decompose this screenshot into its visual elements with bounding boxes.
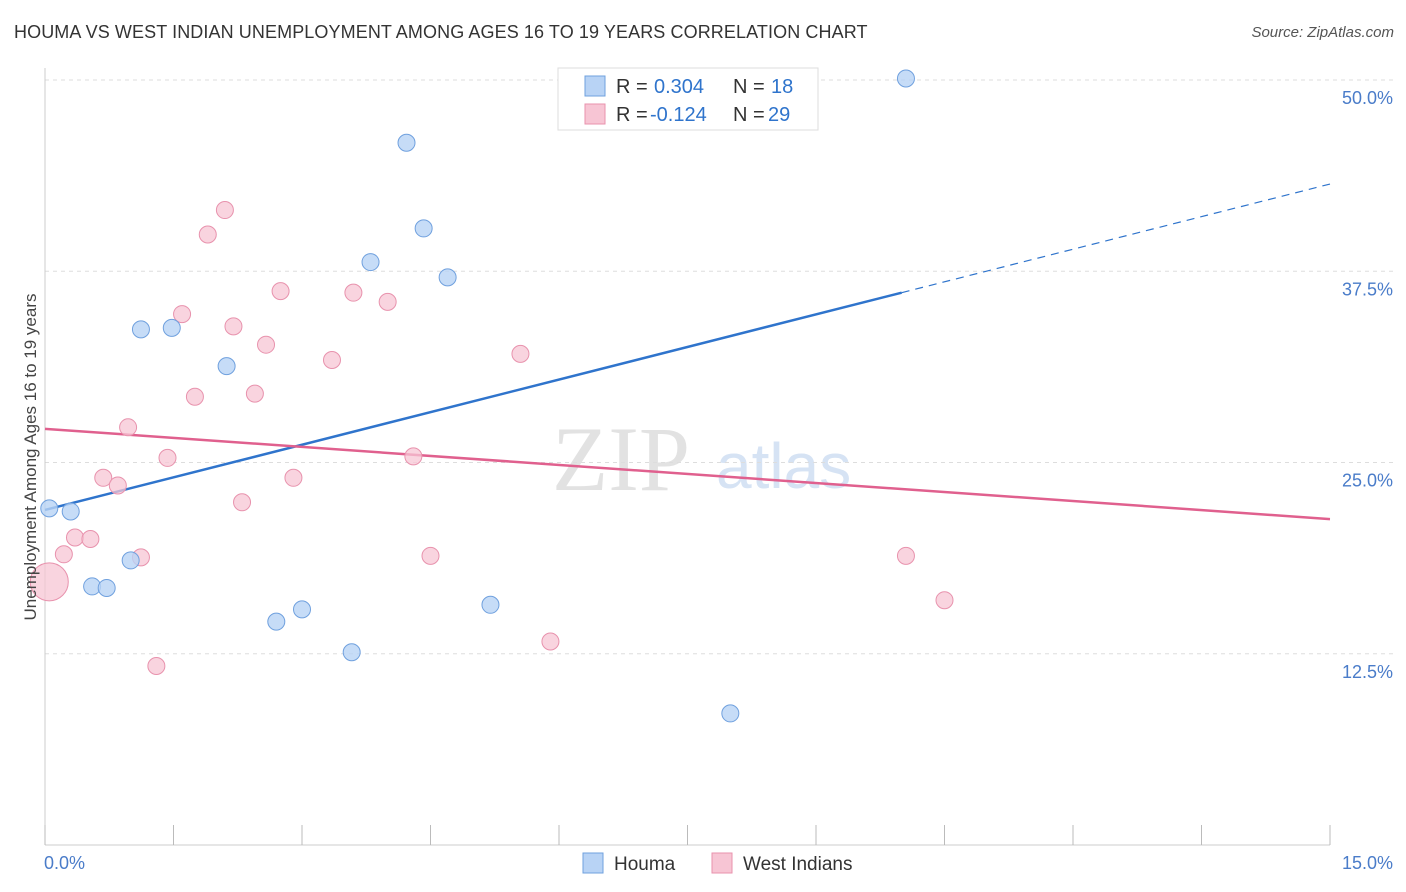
houma-point xyxy=(414,219,433,238)
legend-r-value-west-indians: -0.124 xyxy=(650,104,707,126)
houma-point xyxy=(896,69,915,88)
houma-point xyxy=(481,595,500,614)
gridlines xyxy=(45,79,1395,655)
west-indians-trend-line xyxy=(44,427,1331,521)
y-tick-label: 25.0% xyxy=(1342,471,1393,491)
houma-point xyxy=(397,133,416,152)
west-indians-point xyxy=(378,292,397,311)
y-tick-label: 50.0% xyxy=(1342,88,1393,108)
west-indians-point xyxy=(896,546,915,565)
x-tick-label-min: 0.0% xyxy=(44,853,85,873)
houma-point xyxy=(721,704,740,723)
west-indians-point xyxy=(81,530,100,548)
legend-swatch-houma xyxy=(584,75,606,97)
legend-r-label-houma: R = xyxy=(616,76,648,98)
bottom-legend-houma: Houma xyxy=(614,854,676,875)
houma-point xyxy=(162,318,181,337)
houma-point xyxy=(121,551,140,570)
west-indians-point xyxy=(344,283,363,302)
west-indians-point xyxy=(233,493,252,512)
watermark-atlas: atlas xyxy=(716,430,851,502)
legend-r-label-west-indians: R = xyxy=(616,104,648,126)
houma-point xyxy=(40,499,59,518)
west-indians-point xyxy=(245,384,264,403)
houma-point xyxy=(131,320,150,339)
correlation-legend: R = 0.304 N = 18 R = -0.124 N = 29 xyxy=(557,67,819,131)
legend-n-value-houma: 18 xyxy=(771,76,793,98)
source-credit: Source: ZipAtlas.com xyxy=(1251,24,1394,41)
west-indians-point xyxy=(29,562,69,602)
west-indians-point xyxy=(94,468,113,487)
houma-point xyxy=(267,612,286,631)
bottom-legend-swatch-west-indians xyxy=(711,852,733,874)
west-indians-point xyxy=(158,448,177,467)
west-indians-point xyxy=(65,528,84,547)
series-legend: Houma West Indians xyxy=(582,852,852,875)
houma-point xyxy=(293,600,311,619)
houma-point xyxy=(97,578,116,597)
west-indians-point xyxy=(541,632,560,651)
trend-lines xyxy=(44,183,1331,521)
legend-r-value-houma: 0.304 xyxy=(654,76,704,98)
west-indians-point xyxy=(119,418,138,437)
houma-point xyxy=(438,268,457,287)
legend-swatch-west-indians xyxy=(584,103,606,125)
houma-trend-extension xyxy=(901,183,1331,294)
west-indians-point xyxy=(215,201,234,220)
west-indians-point xyxy=(185,387,204,406)
axes: 12.5% 25.0% 37.5% 50.0% 0.0% 15.0% xyxy=(44,68,1393,873)
west-indians-point xyxy=(271,282,290,301)
west-indians-point xyxy=(198,225,217,244)
bottom-legend-west-indians: West Indians xyxy=(743,854,852,875)
west-indians-point xyxy=(224,317,243,336)
chart-title: HOUMA VS WEST INDIAN UNEMPLOYMENT AMONG … xyxy=(14,22,868,42)
houma-point xyxy=(361,253,380,272)
west-indians-point xyxy=(404,447,423,466)
west-indians-point xyxy=(511,344,530,363)
houma-point xyxy=(342,643,361,662)
legend-n-value-west-indians: 29 xyxy=(768,104,790,126)
west-indians-point xyxy=(173,305,192,324)
houma-point xyxy=(61,502,80,521)
west-indians-point xyxy=(421,546,440,565)
west-indians-point xyxy=(147,656,166,675)
houma-trend-line xyxy=(44,291,902,512)
west-indians-point xyxy=(108,476,127,495)
west-indians-point xyxy=(322,350,341,369)
y-tick-label: 12.5% xyxy=(1342,662,1393,682)
legend-n-label-houma: N = xyxy=(733,76,765,98)
west-indians-point xyxy=(284,468,303,487)
y-tick-label: 37.5% xyxy=(1342,279,1393,299)
west-indians-point xyxy=(257,335,276,354)
bottom-legend-swatch-houma xyxy=(582,852,604,874)
x-tick-label-max: 15.0% xyxy=(1342,853,1393,873)
y-axis-label: Unemployment Among Ages 16 to 19 years xyxy=(21,294,40,621)
west-indians-point xyxy=(935,591,954,610)
west-indians-point xyxy=(54,545,73,564)
data-points xyxy=(29,69,954,723)
legend-n-label-west-indians: N = xyxy=(733,104,765,126)
watermark-zip: ZIP xyxy=(552,408,690,510)
houma-point xyxy=(217,357,236,376)
